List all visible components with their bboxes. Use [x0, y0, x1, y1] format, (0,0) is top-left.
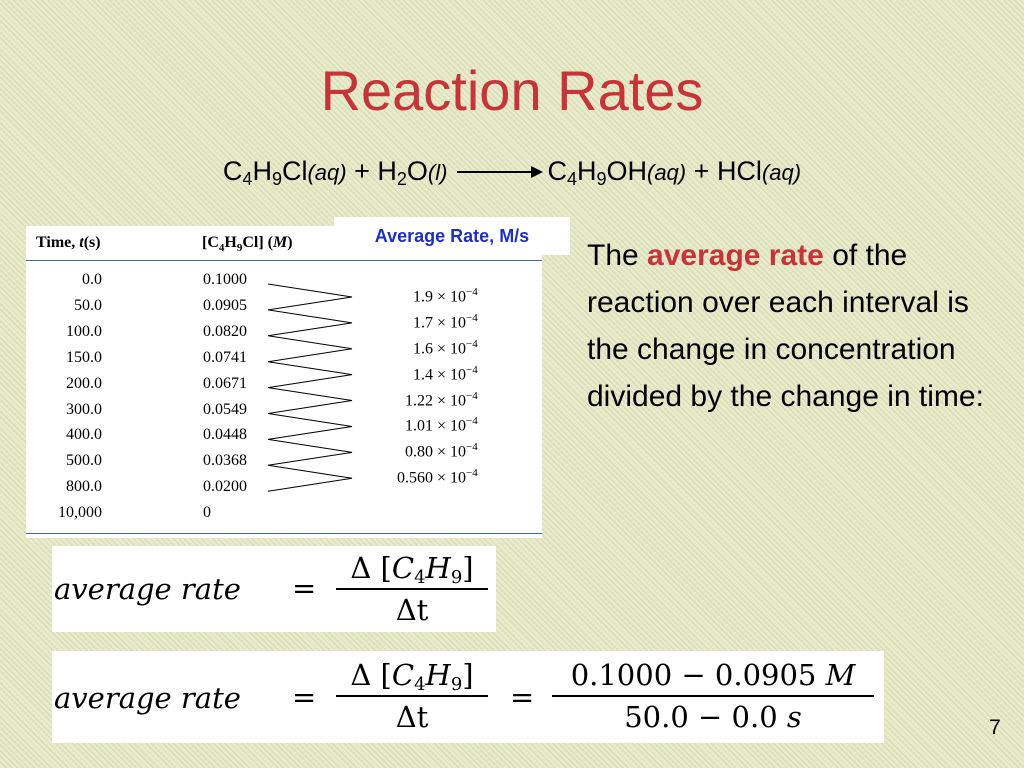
average-rate-calculation: average rate = Δ [C4H9] Δt = 0.1000 − 0.… — [52, 651, 884, 743]
time-cell: 200.0 — [66, 374, 102, 392]
reactant-c4h9cl: C4H9Cl(aq) — [222, 156, 347, 189]
slide-title: Reaction Rates — [320, 59, 704, 122]
reaction-arrow-icon — [457, 166, 544, 178]
concentration-cell: 0.0820 — [203, 322, 247, 340]
rate-row: 1.22 × 10−4 — [26, 390, 542, 416]
time-cell: 10,000 — [58, 504, 102, 522]
table-row: 500.0 0.0368 — [26, 452, 542, 478]
table-row: 100.0 0.0820 — [26, 323, 542, 349]
formula-fraction: Δ [C4H9] Δt — [336, 657, 488, 735]
product-hcl: HCl(aq) — [716, 156, 802, 186]
rate-cell: 1.7 × 10−4 — [412, 311, 478, 332]
rate-row: 0.560 × 10−4 — [26, 467, 542, 493]
product-c4h9oh: C4H9OH(aq) — [547, 156, 687, 189]
rate-row: 0.80 × 10−4 — [26, 441, 542, 467]
rate-cell: 1.01 × 10−4 — [404, 415, 478, 435]
table-row: 200.0 0.0671 — [26, 375, 542, 401]
formula-fraction: Δ [C4H9] Δt — [336, 550, 488, 628]
time-cell: 150.0 — [66, 348, 102, 366]
concentration-cell: 0.0368 — [203, 452, 247, 470]
header-concentration: [C4H9Cl] (M) — [202, 234, 293, 255]
concentration-cell: 0.0671 — [203, 374, 247, 392]
table-header: Time, t(s) [C4H9Cl] (M) — [26, 226, 542, 256]
time-cell: 300.0 — [66, 400, 102, 418]
plus-sign: + — [693, 156, 710, 186]
header-time: Time, t(s) — [36, 234, 101, 251]
reactant-h2o: H2O(l) — [377, 156, 448, 189]
rate-row: 1.4 × 10−4 — [26, 364, 542, 390]
rate-cell: 1.22 × 10−4 — [404, 389, 478, 409]
page-number: 7 — [989, 716, 1001, 739]
average-rate-highlight: average rate — [647, 239, 824, 272]
time-cell: 0.0 — [82, 271, 102, 288]
plus-sign: + — [354, 156, 370, 186]
concentration-cell: 0.0905 — [203, 296, 247, 314]
rate-row: 1.7 × 10−4 — [26, 312, 542, 338]
concentration-table: Time, t(s) [C4H9Cl] (M) 0.0 0.1000 50.0 0.0… — [26, 226, 542, 538]
time-cell: 50.0 — [74, 296, 102, 314]
table-footer-rule — [26, 533, 542, 534]
rate-cell: 1.4 × 10−4 — [412, 363, 478, 383]
concentration-cell: 0.0549 — [203, 400, 247, 418]
numeric-fraction: 0.1000 − 0.0905 M 50.0 − 0.0 s — [552, 657, 874, 735]
table-row: 800.0 0.0200 — [26, 478, 542, 504]
description-text: The average rate of the reaction over ea… — [587, 239, 984, 413]
concentration-cell: 0.0448 — [203, 426, 247, 444]
interval-zigzag-lines — [268, 283, 353, 492]
table-row: 400.0 0.0448 — [26, 426, 542, 452]
zigzag-line — [268, 283, 353, 492]
rate-row: 1.01 × 10−4 — [26, 415, 542, 441]
time-cell: 800.0 — [66, 478, 102, 496]
concentration-cell: 0.1000 — [203, 271, 247, 288]
average-rate-label: Average Rate, M/s — [334, 217, 570, 255]
concentration-cell: 0.0200 — [203, 478, 247, 496]
table-row: 10,000 0 — [26, 504, 542, 530]
time-cell: 100.0 — [66, 322, 102, 340]
table-row: 0.0 0.1000 — [26, 271, 542, 297]
rate-cell: 1.6 × 10−4 — [412, 337, 478, 358]
time-cell: 400.0 — [66, 426, 102, 444]
time-cell: 500.0 — [66, 452, 102, 470]
concentration-cell: 0 — [203, 504, 211, 522]
average-rate-formula: average rate = Δ [C4H9] Δt — [52, 546, 496, 632]
rate-cell: 0.80 × 10−4 — [404, 441, 478, 461]
table-header-rule — [26, 260, 542, 261]
table-row: 50.0 0.0905 — [26, 297, 542, 323]
table-row: 300.0 0.0549 — [26, 401, 542, 427]
rate-row: 1.9 × 10−4 — [26, 286, 542, 312]
rate-row: 1.6 × 10−4 — [26, 338, 542, 364]
rate-cell: 1.9 × 10−4 — [412, 285, 478, 306]
rate-cell: 0.560 × 10−4 — [396, 467, 478, 487]
reaction-equation: C4H9Cl(aq) + H2O(l) C4H9OH(aq) + HCl(aq) — [0, 156, 1024, 189]
concentration-cell: 0.0741 — [203, 348, 247, 366]
table-row: 150.0 0.0741 — [26, 349, 542, 375]
